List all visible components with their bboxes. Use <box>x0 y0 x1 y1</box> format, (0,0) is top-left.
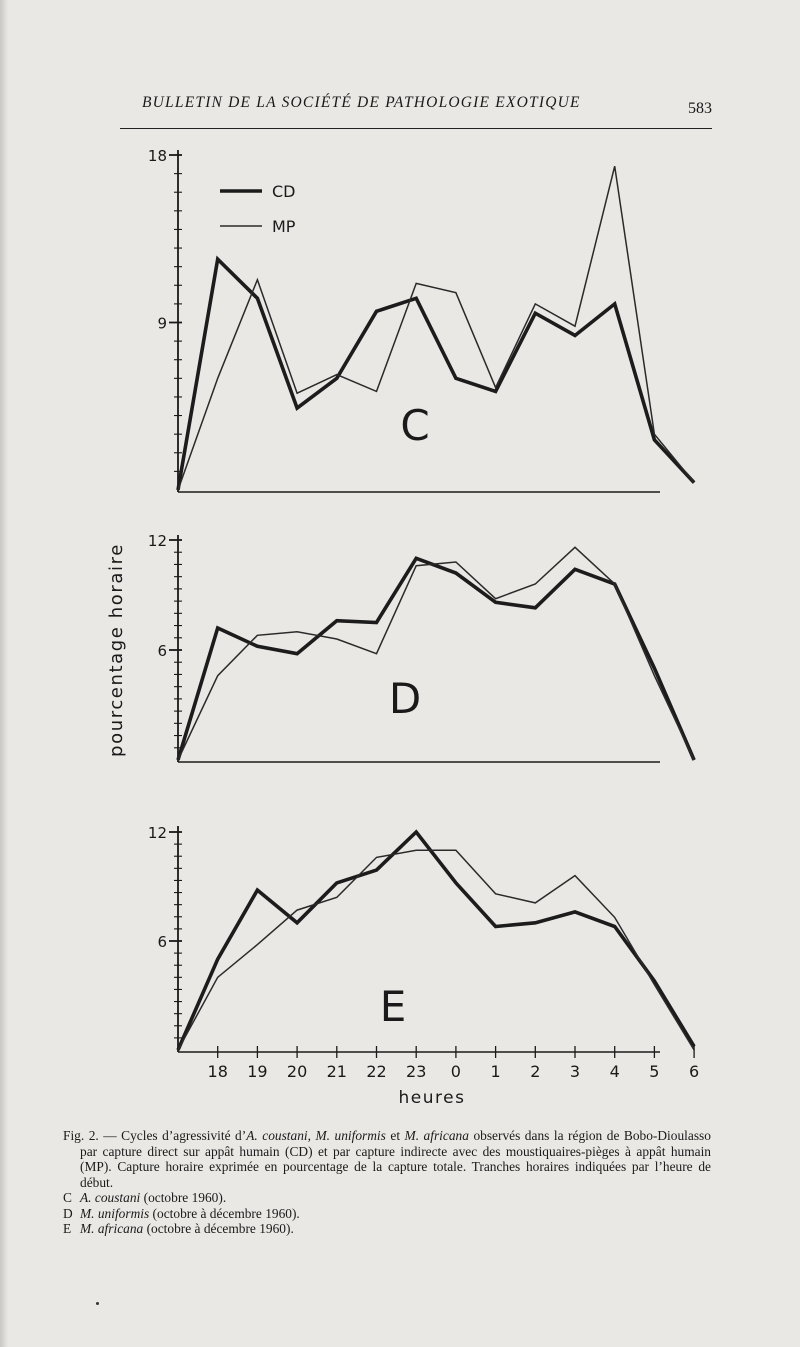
x-tick-label: 1 <box>491 1062 501 1081</box>
x-tick-label: 2 <box>530 1062 540 1081</box>
caption-item-period: (octobre 1960). <box>140 1190 227 1205</box>
caption-species-1: A. coustani <box>246 1128 308 1143</box>
series-cd-line <box>176 829 696 1051</box>
y-tick-label: 9 <box>157 315 167 333</box>
figure-caption: Fig. 2. — Cycles d’agressivité d’A. cous… <box>63 1128 711 1237</box>
caption-item-letter: D <box>63 1205 73 1221</box>
x-tick-label: 23 <box>406 1062 426 1081</box>
caption-species-2: M. uniformis <box>315 1128 386 1143</box>
caption-text-2: observés dans la région de Bobo-Dioulass… <box>80 1128 711 1190</box>
x-tick-label: 3 <box>570 1062 580 1081</box>
x-tick-label: 22 <box>366 1062 386 1081</box>
caption-item-c: C A. coustani (octobre 1960). <box>63 1190 711 1206</box>
x-tick-label: 4 <box>610 1062 620 1081</box>
caption-item-d: D M. uniformis (octobre à décembre 1960). <box>63 1206 711 1222</box>
x-tick-label: 0 <box>451 1062 461 1081</box>
series-cd-line <box>176 255 696 491</box>
y-axis-title: pourcentage horaire <box>106 543 127 757</box>
caption-item-letter: E <box>63 1221 72 1236</box>
legend-label-mp: MP <box>272 217 296 236</box>
chart-panel-c: 18 9 C CD MP <box>148 147 696 493</box>
x-axis-title: heures <box>399 1088 466 1108</box>
caption-item-period: (octobre à décembre 1960). <box>149 1205 300 1221</box>
y-tick-label: 6 <box>157 933 167 951</box>
caption-item-period: (octobre à décembre 1960). <box>143 1221 294 1236</box>
series-cd-line <box>176 556 696 761</box>
caption-sep-2: et <box>385 1128 405 1143</box>
x-tick-label: 19 <box>247 1062 267 1081</box>
x-tick-label: 20 <box>287 1062 307 1081</box>
panel-label: D <box>389 674 421 723</box>
caption-text-1: — Cycles d’agressivité d’ <box>98 1128 247 1143</box>
y-tick-label: 18 <box>148 147 167 165</box>
caption-item-e: E M. africana (octobre à décembre 1960). <box>63 1221 711 1237</box>
x-tick-label: 21 <box>327 1062 347 1081</box>
caption-label: Fig. 2. <box>63 1128 99 1143</box>
page-edge <box>0 0 8 1347</box>
series-mp-line <box>177 166 695 491</box>
x-tick-label: 18 <box>208 1062 228 1081</box>
print-speck <box>96 1302 99 1305</box>
y-tick-label: 12 <box>148 824 167 842</box>
caption-item-species: M. africana <box>80 1221 144 1236</box>
series-mp-line <box>177 849 695 1051</box>
page-number: 583 <box>688 100 712 117</box>
caption-item-species: M. uniformis <box>80 1205 150 1221</box>
running-title: BULLETIN DE LA SOCIÉTÉ DE PATHOLOGIE EXO… <box>142 94 581 111</box>
legend-label-cd: CD <box>272 182 296 201</box>
caption-sep-1: , <box>307 1128 316 1143</box>
x-tick-label: 6 <box>689 1062 699 1081</box>
x-tick-label: 5 <box>649 1062 659 1081</box>
y-tick-label: 6 <box>157 642 167 660</box>
y-tick-label: 12 <box>148 532 167 550</box>
panel-label: C <box>400 401 429 450</box>
running-header: BULLETIN DE LA SOCIÉTÉ DE PATHOLOGIE EXO… <box>120 92 712 129</box>
caption-item-species: A. coustani <box>80 1190 141 1205</box>
caption-item-letter: C <box>63 1190 72 1205</box>
panel-label: E <box>380 982 407 1031</box>
series-mp-line <box>177 546 695 761</box>
caption-main: Fig. 2. — Cycles d’agressivité d’A. cous… <box>63 1128 711 1190</box>
caption-species-3: M. africana <box>404 1128 469 1143</box>
legend: CD MP <box>220 182 296 236</box>
